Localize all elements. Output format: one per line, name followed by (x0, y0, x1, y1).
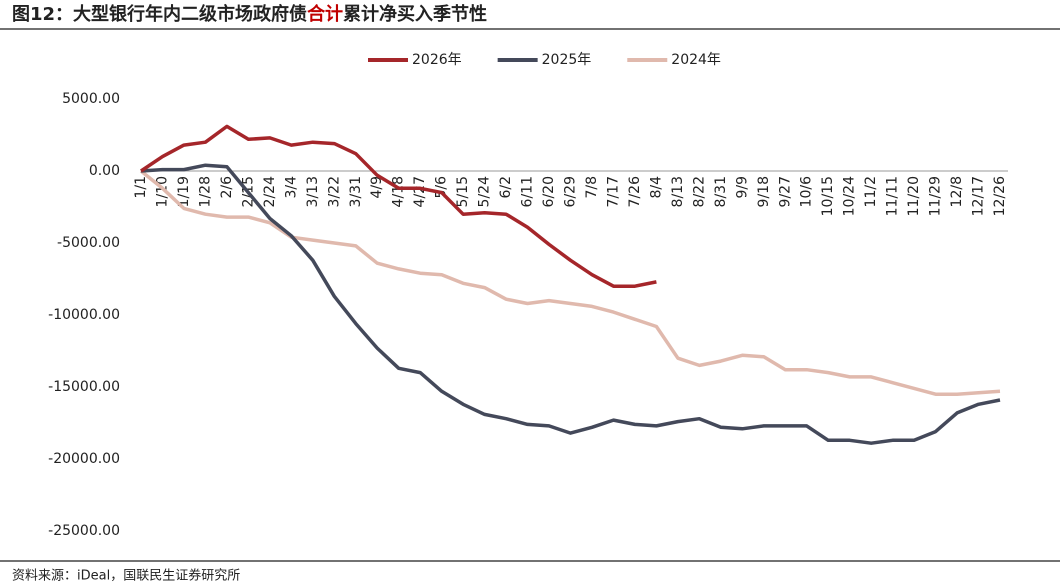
x-tick-label: 1/19 (176, 176, 192, 207)
x-tick-label: 8/31 (713, 176, 729, 207)
legend-label: 2024年 (671, 52, 721, 68)
x-tick-label: 8/4 (648, 176, 664, 199)
legend-label: 2025年 (542, 52, 592, 68)
source: 资料来源：iDeal，国联民生证券研究所 (12, 568, 240, 584)
x-tick-label: 12/17 (971, 176, 987, 216)
x-tick-label: 8/22 (691, 176, 707, 207)
x-tick-label: 11/20 (906, 176, 922, 216)
x-tick-label: 1/1 (133, 176, 149, 199)
x-tick-label: 6/11 (520, 176, 536, 207)
title-part: 图12：大型银行年内二级市场政府债 (12, 3, 307, 25)
x-tick-label: 5/6 (434, 176, 450, 199)
y-tick-label: 0.00 (89, 163, 120, 179)
x-tick-label: 7/26 (627, 176, 643, 208)
series-line (139, 169, 1001, 396)
x-tick-label: 4/18 (391, 176, 407, 207)
x-tick-label: 9/18 (756, 176, 772, 207)
chart-title: 图12：大型银行年内二级市场政府债合计累计净买入季节性 (12, 3, 487, 25)
x-tick-label: 6/20 (541, 176, 557, 207)
x-tick-label: 3/22 (326, 176, 342, 207)
x-tick-label: 12/8 (949, 176, 965, 207)
x-tick-label: 5/15 (455, 176, 471, 207)
x-tick-label: 12/26 (992, 176, 1008, 216)
x-tick-label: 1/28 (197, 176, 213, 207)
x-tick-label: 11/2 (863, 176, 879, 207)
x-tick-label: 11/29 (928, 176, 944, 216)
x-tick-label: 10/15 (820, 176, 836, 216)
y-tick-label: -15000.00 (48, 379, 120, 395)
title-highlight: 合计 (307, 3, 343, 25)
x-tick-label: 9/9 (734, 176, 750, 199)
x-tick-label: 7/8 (584, 176, 600, 199)
x-tick-label: 7/17 (605, 176, 621, 207)
x-tick-label: 10/6 (799, 176, 815, 208)
y-tick-label: -10000.00 (48, 307, 120, 323)
x-tick-label: 10/24 (842, 176, 858, 216)
x-tick-label: 5/24 (477, 176, 493, 208)
series-line (140, 163, 1001, 445)
x-tick-label: 8/13 (670, 176, 686, 207)
x-tick-label: 4/9 (369, 176, 385, 199)
x-tick-label: 6/2 (498, 176, 514, 199)
y-tick-label: -20000.00 (48, 451, 120, 467)
x-tick-label: 3/4 (283, 176, 299, 199)
series-line (140, 124, 657, 288)
y-tick-label: -25000.00 (48, 523, 120, 539)
x-tick-label: 2/24 (262, 176, 278, 208)
x-tick-label: 9/27 (777, 176, 793, 207)
x-tick-label: 4/27 (412, 176, 428, 207)
x-tick-label: 3/13 (305, 176, 321, 207)
y-tick-label: -5000.00 (57, 235, 120, 251)
title-part: 累计净买入季节性 (343, 3, 487, 25)
x-tick-label: 2/6 (219, 176, 235, 199)
x-tick-label: 6/29 (563, 176, 579, 207)
x-tick-label: 3/31 (348, 176, 364, 207)
y-tick-label: 5000.00 (62, 91, 120, 107)
legend-label: 2026年 (412, 52, 462, 68)
x-tick-label: 11/11 (885, 176, 901, 216)
